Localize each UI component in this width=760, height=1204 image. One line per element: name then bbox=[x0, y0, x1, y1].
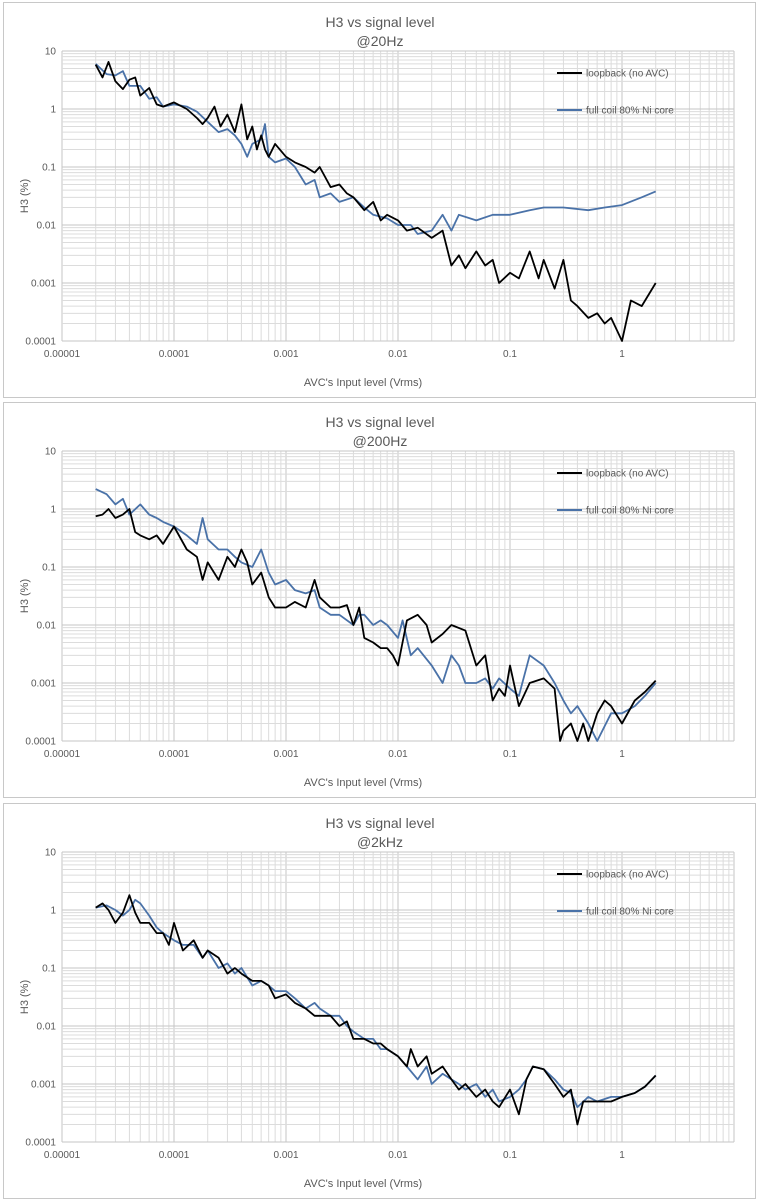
series-line-loopback bbox=[95, 894, 657, 1126]
chart-subtitle: @200Hz bbox=[353, 433, 408, 449]
y-tick-label: 0.0001 bbox=[25, 337, 56, 348]
chart-subtitle: @20Hz bbox=[357, 33, 404, 49]
y-tick-label: 0.1 bbox=[42, 163, 56, 174]
chart-panel-200hz: H3 vs signal level @200Hz 10 1 0.1 0.01 0.001 0… bbox=[3, 402, 756, 798]
y-tick-label: 10 bbox=[45, 47, 57, 58]
y-tick-label: 0.0001 bbox=[25, 737, 56, 748]
chart-title: H3 vs signal level bbox=[326, 414, 435, 430]
x-tick-label: 0.001 bbox=[273, 749, 298, 760]
x-tick-label: 0.0001 bbox=[159, 349, 190, 360]
x-tick-label: 0.01 bbox=[388, 749, 408, 760]
x-tick-label: 1 bbox=[619, 349, 625, 360]
chart-subtitle: @2kHz bbox=[357, 834, 403, 850]
x-tick-label: 0.00001 bbox=[44, 749, 81, 760]
x-tick-label: 0.01 bbox=[388, 1150, 408, 1161]
x-tick-label: 0.00001 bbox=[44, 1150, 81, 1161]
chart-title: H3 vs signal level bbox=[326, 815, 435, 831]
chart-2khz: H3 vs signal level @2kHz 10 1 0.1 0.01 0.001 0.… bbox=[19, 815, 735, 1190]
legend-label: full coil 80% Ni core bbox=[586, 106, 674, 117]
x-axis-label: AVC's Input level (Vrms) bbox=[304, 777, 422, 789]
gridlines bbox=[61, 450, 735, 742]
x-tick-label: 0.001 bbox=[273, 349, 298, 360]
y-tick-label: 10 bbox=[45, 447, 57, 458]
y-tick-label: 0.01 bbox=[37, 621, 57, 632]
y-axis-label: H3 (%) bbox=[19, 980, 31, 1014]
y-tick-label: 0.0001 bbox=[25, 1138, 56, 1149]
x-tick-label: 0.1 bbox=[503, 1150, 517, 1161]
x-axis-label: AVC's Input level (Vrms) bbox=[304, 377, 422, 389]
legend-label: loopback (no AVC) bbox=[586, 69, 669, 80]
y-tick-label: 0.001 bbox=[31, 279, 56, 290]
y-axis-label: H3 (%) bbox=[19, 179, 31, 213]
chart-title: H3 vs signal level bbox=[326, 14, 435, 30]
x-tick-label: 0.001 bbox=[273, 1150, 298, 1161]
series-line-full-coil bbox=[95, 898, 657, 1108]
x-tick-label: 1 bbox=[619, 749, 625, 760]
x-tick-label: 0.00001 bbox=[44, 349, 81, 360]
y-tick-label: 10 bbox=[45, 848, 57, 859]
legend-label: loopback (no AVC) bbox=[586, 870, 669, 881]
y-tick-label: 0.1 bbox=[42, 964, 56, 975]
y-tick-label: 0.1 bbox=[42, 563, 56, 574]
gridlines bbox=[61, 851, 735, 1143]
x-tick-label: 0.1 bbox=[503, 349, 517, 360]
x-tick-label: 1 bbox=[619, 1150, 625, 1161]
y-tick-label: 1 bbox=[50, 105, 56, 116]
gridlines bbox=[61, 50, 735, 342]
x-tick-label: 0.1 bbox=[503, 749, 517, 760]
chart-panel-20hz: H3 vs signal level @20Hz 10 1 0.1 0.01 0.001 0.… bbox=[3, 2, 756, 398]
legend-label: full coil 80% Ni core bbox=[586, 907, 674, 918]
x-axis-label: AVC's Input level (Vrms) bbox=[304, 1178, 422, 1190]
series-line-loopback bbox=[95, 508, 657, 742]
x-tick-label: 0.0001 bbox=[159, 749, 190, 760]
legend-label: loopback (no AVC) bbox=[586, 469, 669, 480]
y-tick-label: 0.01 bbox=[37, 1022, 57, 1033]
y-tick-label: 1 bbox=[50, 906, 56, 917]
y-tick-label: 0.01 bbox=[37, 221, 57, 232]
y-tick-label: 0.001 bbox=[31, 679, 56, 690]
series-line-full-coil bbox=[95, 488, 657, 742]
y-tick-label: 0.001 bbox=[31, 1080, 56, 1091]
legend-label: full coil 80% Ni core bbox=[586, 506, 674, 517]
x-tick-label: 0.0001 bbox=[159, 1150, 190, 1161]
y-tick-label: 1 bbox=[50, 505, 56, 516]
chart-20hz: H3 vs signal level @20Hz 10 1 0.1 0.01 0.001 0.… bbox=[19, 14, 735, 389]
y-axis-label: H3 (%) bbox=[19, 579, 31, 613]
chart-200hz: H3 vs signal level @200Hz 10 1 0.1 0.01 0.001 0… bbox=[19, 414, 735, 789]
series-line-full-coil bbox=[95, 63, 657, 235]
chart-panel-2khz: H3 vs signal level @2kHz 10 1 0.1 0.01 0.001 0.… bbox=[3, 803, 756, 1199]
x-tick-label: 0.01 bbox=[388, 349, 408, 360]
series-line-loopback bbox=[94, 61, 657, 342]
